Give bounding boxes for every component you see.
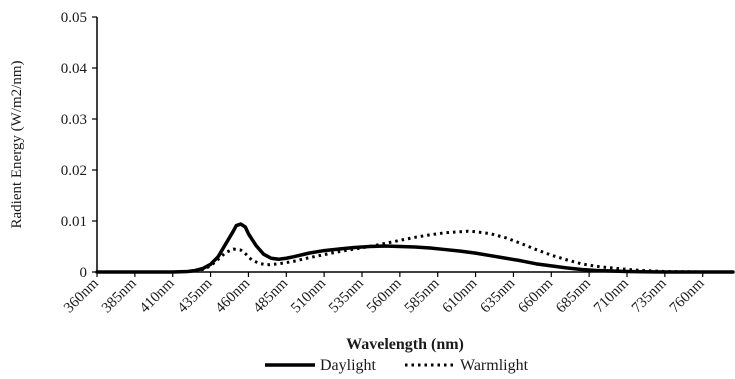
y-tick-label: 0.02 bbox=[61, 163, 87, 179]
x-tick-label: 410nm bbox=[137, 275, 178, 316]
y-axis-title: Radient Energy (W/m2/nm) bbox=[9, 60, 25, 228]
y-tick-label: 0.04 bbox=[61, 61, 88, 77]
y-tick-label: 0.03 bbox=[61, 112, 87, 128]
x-tick-label: 610nm bbox=[440, 275, 481, 316]
x-axis-title: Wavelength (nm) bbox=[346, 336, 464, 353]
x-tick-label: 360nm bbox=[61, 275, 102, 316]
x-tick-label: 685nm bbox=[553, 275, 594, 316]
legend-label-daylight: Daylight bbox=[320, 357, 377, 374]
x-tick-label: 710nm bbox=[591, 275, 632, 316]
y-tick-label: 0 bbox=[80, 265, 88, 281]
x-tick-label: 660nm bbox=[515, 275, 556, 316]
x-tick-label: 735nm bbox=[629, 275, 670, 316]
x-tick-label: 435nm bbox=[175, 275, 216, 316]
x-axis: 360nm385nm410nm435nm460nm485nm510nm535nm… bbox=[61, 271, 733, 316]
legend-label-warmlight: Warmlight bbox=[460, 357, 529, 374]
plot-series bbox=[95, 222, 735, 274]
x-tick-label: 485nm bbox=[250, 275, 291, 316]
x-tick-label: 385nm bbox=[99, 275, 140, 316]
series-line-daylight bbox=[95, 222, 735, 274]
x-tick-label: 585nm bbox=[402, 275, 443, 316]
x-tick-label: 510nm bbox=[288, 275, 329, 316]
y-tick-label: 0.05 bbox=[61, 10, 87, 26]
y-tick-label: 0.01 bbox=[61, 214, 87, 230]
series-line-warmlight bbox=[97, 229, 733, 274]
x-tick-label: 635nm bbox=[477, 275, 518, 316]
y-axis: 0 0.01 0.02 0.03 0.04 0.05 bbox=[61, 10, 98, 281]
legend: Daylight Warmlight bbox=[265, 357, 529, 374]
x-tick-label: 535nm bbox=[326, 275, 367, 316]
x-tick-label: 760nm bbox=[667, 275, 708, 316]
x-tick-label: 460nm bbox=[212, 275, 253, 316]
x-tick-label: 560nm bbox=[364, 275, 405, 316]
